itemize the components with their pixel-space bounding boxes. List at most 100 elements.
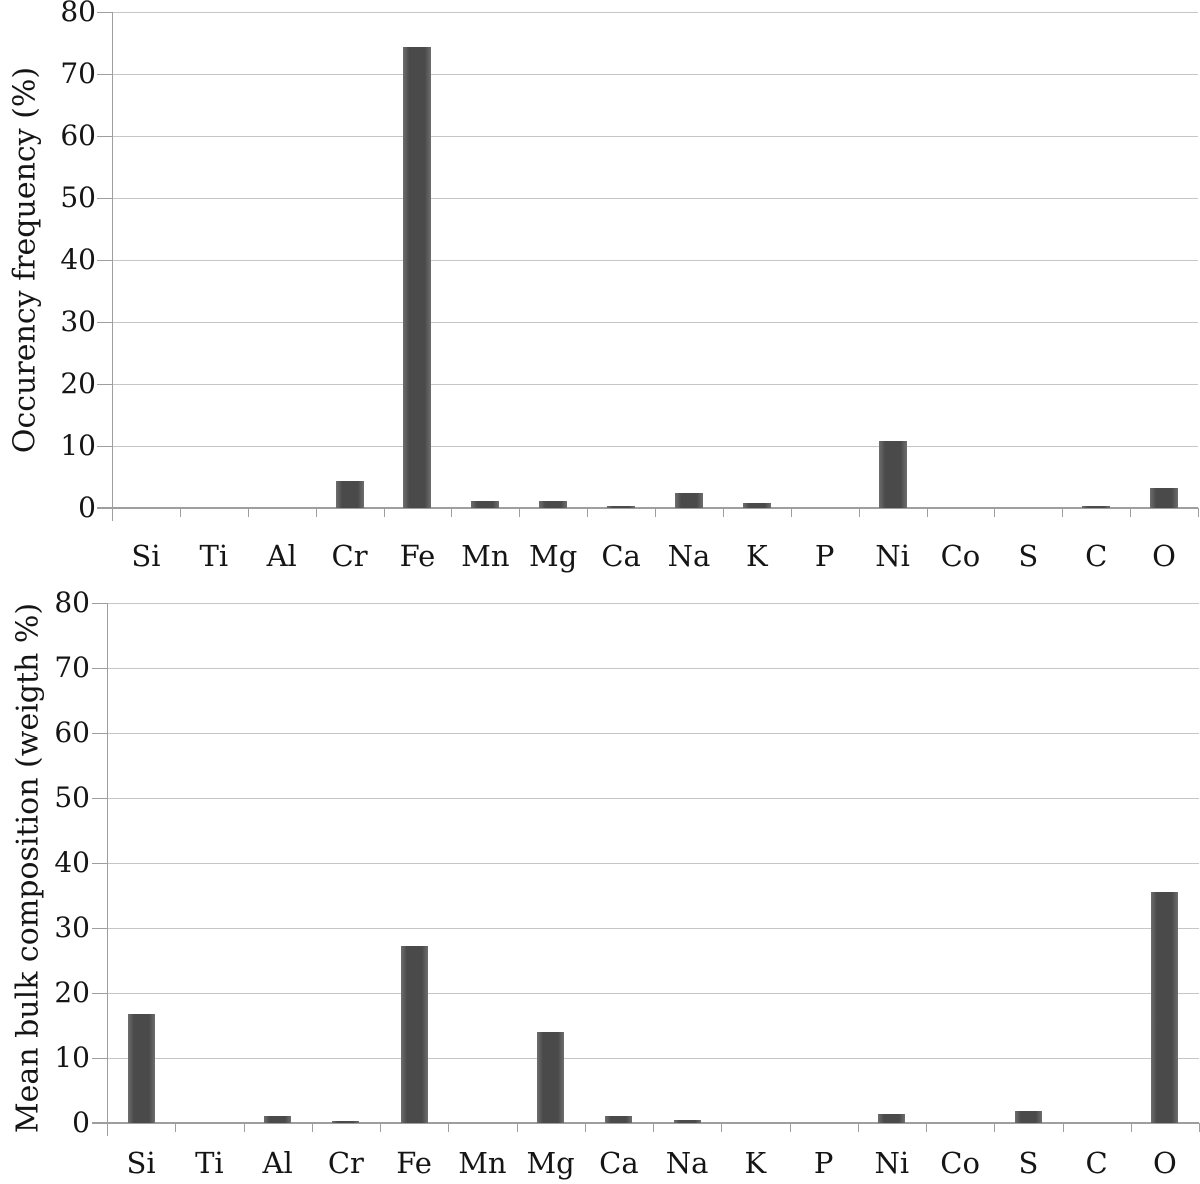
x-category-label-Ca: Ca [601, 539, 641, 573]
bar-Cr [336, 481, 364, 508]
x-category-label-Ni: Ni [875, 539, 910, 573]
y-tick-label: 20 [60, 367, 96, 400]
x-boundary-tick [1063, 1123, 1064, 1132]
gridline-50 [107, 797, 1199, 799]
gridline-40 [112, 259, 1198, 261]
y-tick-30 [92, 928, 107, 929]
y-tick-40 [92, 863, 107, 864]
y-tick-70 [97, 74, 112, 75]
x-category-label-Ti: Ti [199, 539, 229, 573]
y-tick-label: 10 [60, 429, 96, 462]
bar-Mg [539, 501, 567, 508]
y-tick-label: 60 [54, 716, 90, 749]
x-boundary-tick [585, 1123, 586, 1132]
x-boundary-tick [244, 1123, 245, 1132]
gridline-60 [107, 732, 1199, 734]
y-tick-label: 30 [54, 911, 90, 944]
x-boundary-tick [316, 508, 317, 517]
y-tick-60 [92, 733, 107, 734]
bar-K [743, 503, 771, 508]
y-tick-label: 40 [60, 243, 96, 276]
gridline-10 [107, 1057, 1199, 1059]
x-category-label-Mg: Mg [526, 1146, 575, 1180]
bar-Cr [332, 1121, 359, 1123]
y-tick-label: 20 [54, 976, 90, 1009]
y-tick-10 [97, 446, 112, 447]
x-axis-line [97, 507, 1198, 509]
x-category-label-Mn: Mn [458, 1146, 507, 1180]
x-boundary-tick [927, 508, 928, 517]
y-tick-label: 50 [54, 781, 90, 814]
x-category-label-O: O [1152, 1146, 1177, 1180]
gridline-80 [112, 11, 1198, 13]
bar-C [1082, 506, 1110, 508]
bar-Mg [537, 1032, 564, 1123]
x-category-label-Fe: Fe [399, 539, 436, 573]
y-axis-line [107, 603, 108, 1136]
x-category-label-P: P [814, 539, 835, 573]
x-category-label-P: P [813, 1146, 834, 1180]
x-boundary-tick [655, 508, 656, 517]
x-category-label-Cr: Cr [331, 539, 368, 573]
gridline-30 [107, 927, 1199, 929]
x-boundary-tick [587, 508, 588, 517]
gridline-20 [112, 383, 1198, 385]
bar-O [1150, 488, 1178, 508]
y-tick-70 [92, 668, 107, 669]
bar-Al [264, 1116, 291, 1123]
y-tick-label: 70 [60, 57, 96, 90]
gridline-70 [107, 667, 1199, 669]
y-tick-40 [97, 260, 112, 261]
x-boundary-tick [653, 1123, 654, 1132]
y-tick-50 [92, 798, 107, 799]
x-boundary-tick [175, 1123, 176, 1132]
x-boundary-tick [926, 1123, 927, 1132]
x-boundary-tick [180, 508, 181, 517]
bar-Ca [607, 506, 635, 508]
x-category-label-C: C [1085, 1146, 1108, 1180]
bar-Mn [471, 501, 499, 508]
x-boundary-tick [791, 508, 792, 517]
x-boundary-tick [517, 1123, 518, 1132]
x-boundary-tick [1198, 508, 1199, 517]
x-boundary-tick [723, 508, 724, 517]
x-category-label-Al: Al [266, 539, 297, 573]
bar-Na [675, 493, 703, 508]
bar-Ni [879, 441, 907, 508]
x-boundary-tick [384, 508, 385, 517]
y-tick-80 [97, 12, 112, 13]
y-tick-label: 10 [54, 1041, 90, 1074]
x-boundary-tick [112, 508, 113, 517]
y-tick-30 [97, 322, 112, 323]
bar-Fe [401, 946, 428, 1123]
x-category-label-K: K [744, 1146, 767, 1180]
x-category-label-Co: Co [940, 1146, 980, 1180]
x-boundary-tick [858, 1123, 859, 1132]
x-category-label-C: C [1085, 539, 1108, 573]
gridline-40 [107, 862, 1199, 864]
x-category-label-Al: Al [262, 1146, 293, 1180]
y-tick-label: 30 [60, 305, 96, 338]
y-tick-label: 60 [60, 119, 96, 152]
x-category-label-Ni: Ni [874, 1146, 910, 1180]
bar-Fe [403, 47, 431, 508]
x-category-label-S: S [1018, 1146, 1039, 1180]
y-tick-20 [92, 993, 107, 994]
x-boundary-tick [451, 508, 452, 517]
occurrence-frequency-chart: Occurency frequency (%) 0 10 20 30 40 50 60 70 8… [8, 0, 1199, 573]
x-category-label-Na: Na [667, 539, 711, 573]
x-category-label-Mn: Mn [461, 539, 510, 573]
x-boundary-tick [380, 1123, 381, 1132]
gridline-50 [112, 197, 1198, 199]
y-tick-label: 40 [54, 846, 90, 879]
x-boundary-tick [312, 1123, 313, 1132]
mean-bulk-composition-chart: Mean bulk composition (weigth %) 0 10 20 30… [0, 586, 1200, 1184]
x-boundary-tick [1062, 508, 1063, 517]
gridline-10 [112, 445, 1198, 447]
x-category-label-K: K [745, 539, 768, 573]
bar-O [1151, 892, 1178, 1123]
x-boundary-tick [859, 508, 860, 517]
y-tick-80 [92, 603, 107, 604]
x-category-label-S: S [1018, 539, 1039, 573]
